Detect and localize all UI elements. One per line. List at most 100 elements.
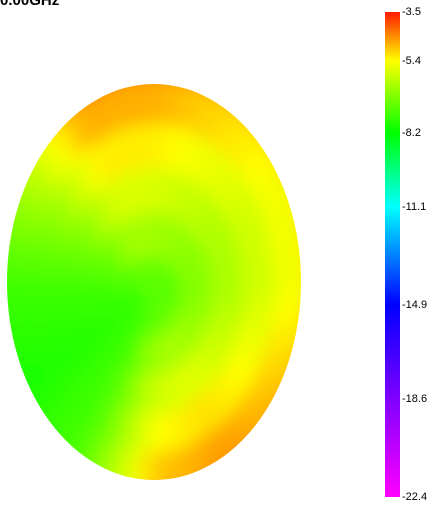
heatmap-cell xyxy=(75,471,102,480)
heatmap-cell xyxy=(105,84,128,87)
heatmap-cell xyxy=(7,284,32,304)
heatmap-cell xyxy=(126,449,143,480)
heatmap-cell xyxy=(304,239,337,267)
heatmap-cell xyxy=(47,453,78,480)
heatmap-cell xyxy=(304,303,337,325)
colorbar-tick-label: -14.9 xyxy=(402,298,428,311)
heatmap-cell xyxy=(152,451,168,480)
heatmap-cell xyxy=(23,430,56,473)
heatmap-cell xyxy=(7,157,22,199)
heatmap-cell xyxy=(269,122,301,168)
colorbar-tick-label: -3.5 xyxy=(402,6,421,18)
heatmap-cell xyxy=(7,196,10,233)
heatmap-cell xyxy=(12,106,46,154)
colorbar-tick-label: -5.4 xyxy=(402,54,421,67)
heatmap-cell xyxy=(0,218,5,249)
heatmap-cell xyxy=(7,176,16,216)
heatmap-cell xyxy=(179,84,203,87)
heatmap-cell xyxy=(0,303,3,325)
colorbar xyxy=(385,12,400,497)
heatmap-cell xyxy=(0,239,3,267)
heatmap-cell xyxy=(300,320,301,347)
heatmap-cell xyxy=(90,84,115,92)
heatmap-cell xyxy=(242,287,276,303)
heatmap-cell xyxy=(205,84,233,99)
heatmap-cell xyxy=(138,35,154,80)
heatmap-cell xyxy=(7,121,37,168)
heatmap-cell xyxy=(272,301,301,322)
heatmap-cell xyxy=(306,282,338,304)
heatmap-cell xyxy=(152,84,168,125)
heatmap-cell xyxy=(35,442,67,480)
heatmap-cell xyxy=(272,248,301,275)
heatmap-cell xyxy=(270,230,301,260)
heatmap-cell xyxy=(122,35,140,82)
heatmap-cell xyxy=(139,84,154,125)
heatmap-cell xyxy=(296,196,301,233)
heatmap-field xyxy=(0,35,338,509)
heatmap-cell xyxy=(270,316,301,340)
heatmap-cell xyxy=(143,375,153,416)
heatmap-cell xyxy=(180,484,202,509)
heatmap-cell xyxy=(29,287,62,303)
heatmap-cell xyxy=(306,260,338,285)
heatmap-cell xyxy=(205,471,233,480)
heatmap-cell xyxy=(162,84,181,127)
chart-title: 0.00GHz xyxy=(0,0,60,9)
heatmap-cell xyxy=(0,321,5,346)
heatmap-cell xyxy=(139,451,154,480)
heatmap-cell xyxy=(296,337,301,368)
heatmap-cell xyxy=(7,387,29,425)
heatmap-cell xyxy=(7,337,10,368)
heatmap-cell xyxy=(0,282,1,304)
heatmap-cell xyxy=(269,402,301,442)
heatmap-cell xyxy=(7,371,22,407)
heatmap-cell xyxy=(217,84,247,108)
heatmap-cell xyxy=(167,488,186,509)
heatmap-cell xyxy=(35,84,67,128)
heatmap-cell xyxy=(162,449,181,480)
heatmap-cell xyxy=(285,371,301,407)
heatmap-cell xyxy=(229,453,261,480)
colorbar-tick-label: -11.1 xyxy=(402,201,427,214)
heatmap-cell xyxy=(260,416,296,458)
heatmap-cell xyxy=(291,354,301,388)
heatmap-cell xyxy=(260,106,296,154)
heatmap-cell xyxy=(23,91,56,141)
heatmap-cell xyxy=(0,260,1,285)
heatmap-cell xyxy=(7,402,37,442)
heatmap-cell xyxy=(285,157,301,199)
heatmap-cell xyxy=(122,488,140,509)
heatmap-cell xyxy=(153,491,170,509)
colorbar-tick-label: -18.6 xyxy=(402,393,428,406)
heatmap-cell xyxy=(61,84,90,108)
heatmap-cell xyxy=(90,478,115,480)
heatmap-cell xyxy=(251,91,285,141)
heatmap-cell xyxy=(278,387,301,425)
heatmap-cell xyxy=(138,491,154,509)
heatmap-cell xyxy=(217,462,247,480)
colorbar-tick-label: -8.2 xyxy=(402,126,421,139)
heatmap-cell xyxy=(61,462,90,480)
heatmap-cell xyxy=(291,176,301,216)
heatmap-cell xyxy=(12,416,46,458)
heatmap-cell xyxy=(300,217,301,250)
heatmap-cell xyxy=(192,478,218,480)
colorbar-tick-label: -22.4 xyxy=(402,491,428,503)
heatmap-cell xyxy=(278,139,301,183)
heatmap-cell xyxy=(240,84,273,128)
heatmap-cell xyxy=(7,266,32,289)
heatmap-cell xyxy=(274,284,301,304)
heatmap-cell xyxy=(106,484,126,509)
heatmap-cell xyxy=(75,84,102,99)
heatmap-cell xyxy=(153,35,170,80)
heatmap-cell xyxy=(229,84,261,117)
heatmap-cell xyxy=(7,354,16,388)
heatmap-cell xyxy=(240,442,273,480)
heatmap-cell xyxy=(251,430,285,473)
heatmap-cell xyxy=(141,413,154,454)
heatmap-cell xyxy=(47,84,78,117)
heatmap-cell xyxy=(7,139,29,183)
heatmap-cell xyxy=(167,35,186,82)
